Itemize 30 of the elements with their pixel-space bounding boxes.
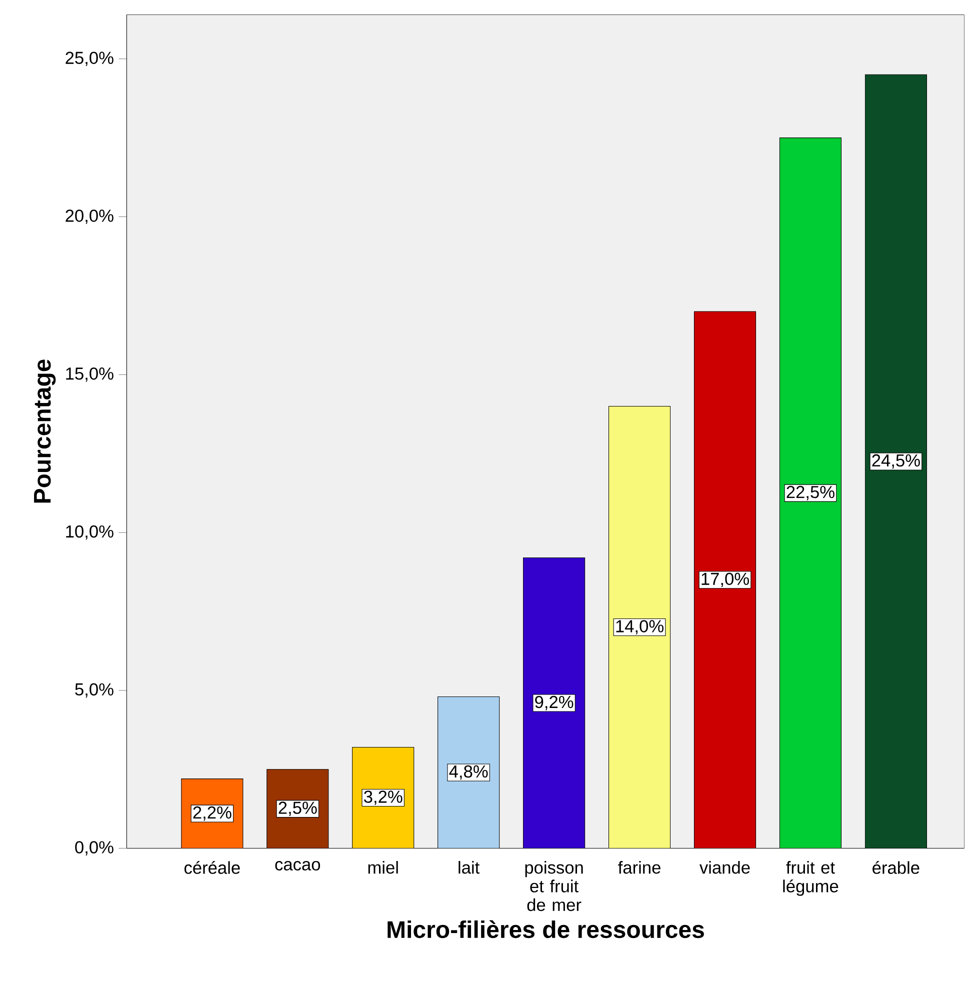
y-tick-label: 20,0% bbox=[66, 210, 114, 224]
data-label: 4,8% bbox=[449, 765, 488, 780]
x-tick-label: fruit et légume bbox=[783, 860, 838, 896]
y-axis-title: Pourcentage bbox=[34, 360, 56, 503]
x-tick-label: lait bbox=[458, 860, 480, 874]
data-label: 3,2% bbox=[364, 790, 402, 805]
x-axis-title: Micro-filières de ressources bbox=[388, 920, 704, 938]
y-tick-label: 10,0% bbox=[66, 525, 114, 540]
y-tick-label: 25,0% bbox=[66, 52, 114, 66]
bar bbox=[694, 311, 756, 848]
data-label: 24,5% bbox=[872, 454, 920, 469]
x-tick-label: érable bbox=[872, 861, 920, 874]
y-tick-label: 15,0% bbox=[66, 367, 114, 382]
y-tick-label: 5,0% bbox=[75, 683, 114, 698]
bar bbox=[865, 74, 928, 848]
data-label: 2,2% bbox=[193, 806, 232, 821]
bar bbox=[780, 138, 842, 848]
data-label: 17,0% bbox=[702, 572, 750, 588]
x-tick-label: cacao bbox=[275, 861, 320, 870]
data-label: 2,5% bbox=[278, 802, 317, 816]
data-label: 9,2% bbox=[535, 696, 574, 710]
x-tick-label: miel bbox=[368, 860, 398, 874]
x-tick-label: farine bbox=[618, 860, 661, 874]
x-tick-label: céréale bbox=[184, 861, 240, 874]
bar bbox=[608, 406, 671, 848]
data-label: 14,0% bbox=[616, 620, 664, 634]
x-tick-label: poisson et fruit de mer bbox=[525, 860, 583, 912]
y-tick-label: 0,0% bbox=[75, 841, 114, 856]
data-label: 22,5% bbox=[786, 486, 835, 500]
x-tick-label: viande bbox=[700, 860, 750, 874]
